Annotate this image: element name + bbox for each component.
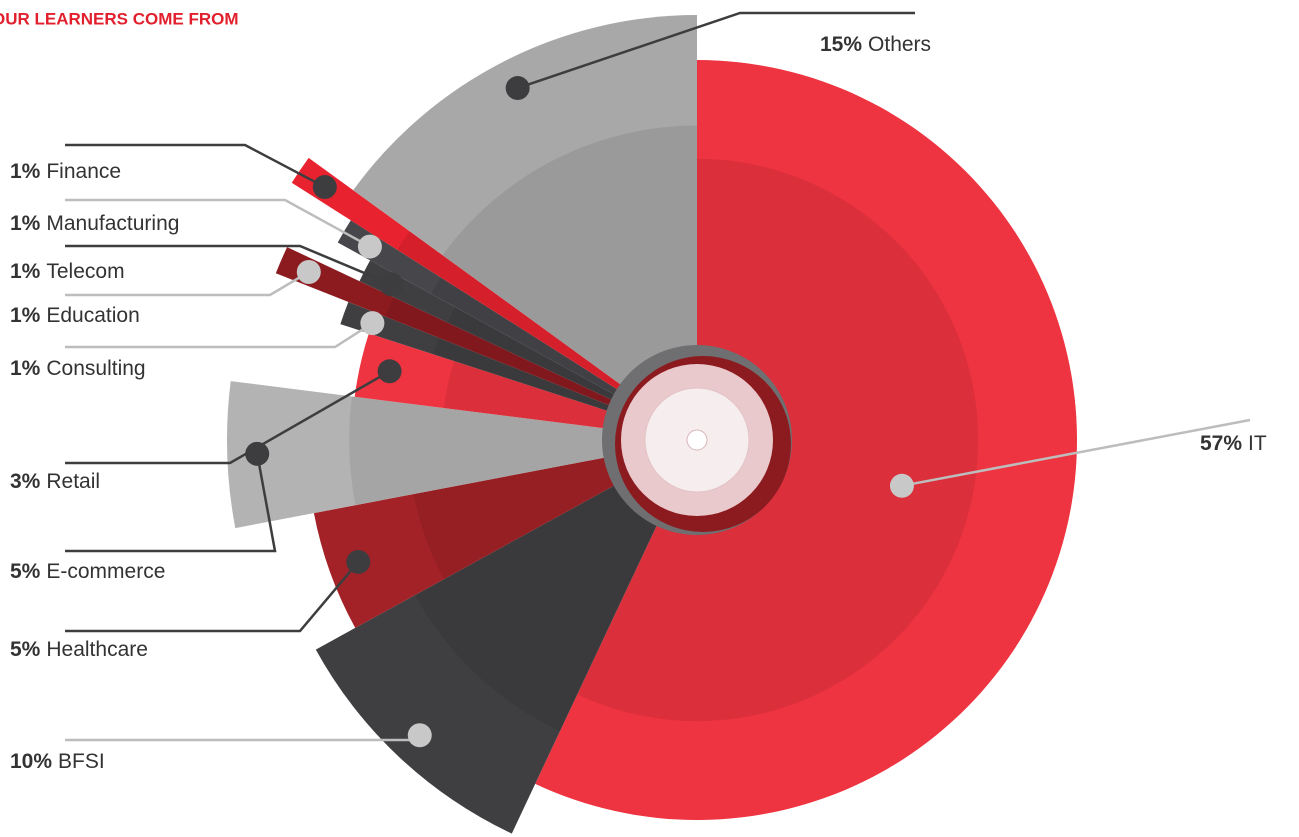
chart-title: OUR LEARNERS COME FROM bbox=[0, 9, 239, 28]
value-label: 1% bbox=[10, 304, 41, 327]
value-label: 1% bbox=[10, 160, 41, 183]
slice-label: 5% Healthcare bbox=[10, 638, 148, 661]
slice-shade bbox=[349, 396, 697, 506]
value-label: 1% bbox=[10, 212, 41, 235]
leader-line bbox=[65, 322, 374, 349]
category-label: Finance bbox=[46, 160, 121, 183]
leader-dot bbox=[360, 311, 385, 336]
slice-label: 1% Telecom bbox=[10, 260, 125, 283]
slice-shade bbox=[442, 125, 697, 440]
value-label: 5% bbox=[10, 638, 41, 661]
slice bbox=[337, 220, 697, 440]
slice bbox=[227, 381, 698, 529]
category-label: E-commerce bbox=[46, 560, 165, 583]
category-label: Telecom bbox=[46, 260, 124, 283]
leader-line bbox=[65, 143, 326, 189]
slice bbox=[353, 14, 697, 440]
slice bbox=[340, 301, 697, 440]
hub-center bbox=[686, 429, 708, 451]
leader-dot bbox=[889, 473, 914, 498]
leader-dot bbox=[379, 272, 404, 297]
category-label: IT bbox=[1248, 432, 1267, 455]
category-label: BFSI bbox=[58, 750, 105, 773]
leader-line bbox=[65, 561, 360, 633]
leader-line bbox=[65, 244, 392, 286]
slice bbox=[313, 440, 697, 628]
value-label: 10% bbox=[10, 750, 52, 773]
slice-label: 15% Others bbox=[820, 33, 931, 56]
leader-dot bbox=[377, 359, 402, 384]
leader-dot bbox=[407, 723, 432, 748]
slice-shade bbox=[414, 440, 697, 732]
value-label: 15% bbox=[820, 33, 862, 56]
leader-line bbox=[65, 453, 277, 553]
leader-line bbox=[65, 735, 422, 742]
slice-label: 5% E-commerce bbox=[10, 560, 165, 583]
value-label: 57% bbox=[1200, 432, 1242, 455]
slice bbox=[291, 157, 697, 440]
slice-label: 1% Finance bbox=[10, 160, 121, 183]
category-label: Education bbox=[46, 304, 139, 327]
leader-line bbox=[517, 11, 915, 90]
leader-dot bbox=[296, 260, 321, 285]
leader-dot bbox=[245, 441, 270, 466]
value-label: 3% bbox=[10, 470, 41, 493]
value-label: 5% bbox=[10, 560, 41, 583]
category-label: Others bbox=[868, 33, 931, 56]
category-label: Consulting bbox=[46, 357, 145, 380]
category-label: Retail bbox=[46, 470, 100, 493]
slice bbox=[275, 247, 697, 440]
slice-label: 3% Retail bbox=[10, 470, 100, 493]
slice-label: 57% IT bbox=[1200, 432, 1267, 455]
slice-label: 1% Manufacturing bbox=[10, 212, 179, 235]
value-label: 1% bbox=[10, 357, 41, 380]
leader-line bbox=[65, 270, 310, 297]
leader-line bbox=[901, 418, 1251, 488]
slice bbox=[535, 60, 1078, 820]
slice bbox=[359, 260, 697, 440]
slice-label: 10% BFSI bbox=[10, 750, 105, 773]
leader-dot bbox=[357, 234, 382, 259]
category-label: Healthcare bbox=[46, 638, 148, 661]
slice-label: 1% Consulting bbox=[10, 357, 146, 380]
slice-label: 1% Education bbox=[10, 304, 140, 327]
leader-dot bbox=[505, 76, 530, 101]
value-label: 1% bbox=[10, 260, 41, 283]
leader-line bbox=[65, 198, 371, 248]
leader-dot bbox=[346, 549, 371, 574]
category-label: Manufacturing bbox=[46, 212, 179, 235]
leader-line bbox=[65, 370, 391, 465]
leader-dot bbox=[312, 175, 337, 200]
